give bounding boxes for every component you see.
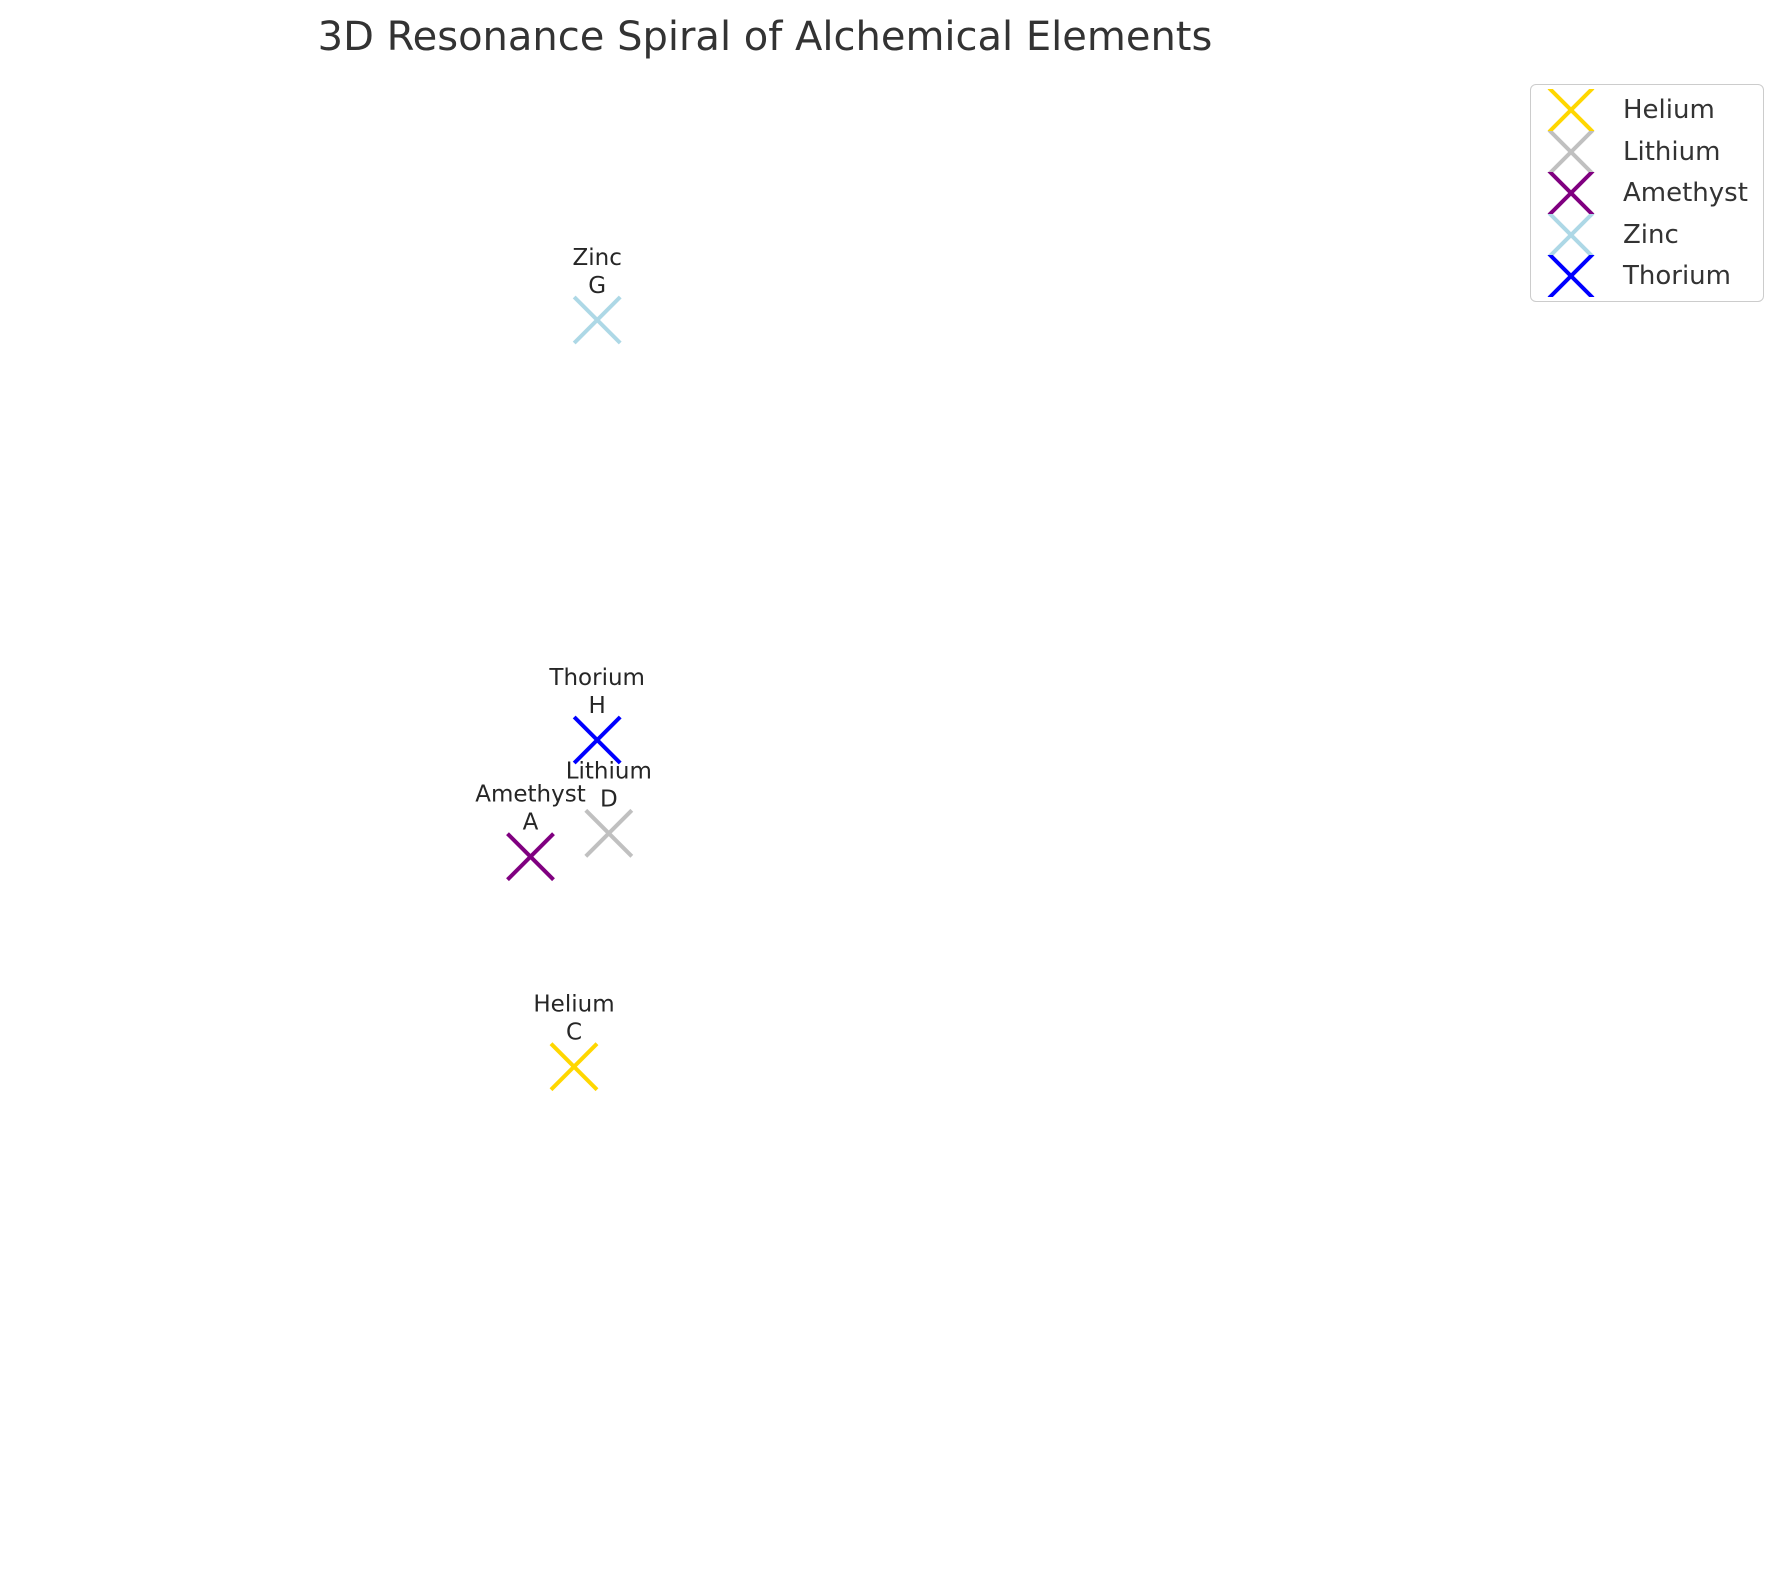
legend-label: Helium [1623, 95, 1715, 125]
chart-title: 3D Resonance Spiral of Alchemical Elemen… [317, 14, 1213, 60]
legend: Helium Lithium Amethyst Zinc Thorium [1530, 84, 1764, 302]
point-id-label: G [588, 273, 606, 299]
legend-item-helium: Helium [1531, 89, 1763, 131]
data-point-amethyst [506, 832, 555, 882]
legend-item-zinc: Zinc [1531, 213, 1763, 256]
legend-item-lithium: Lithium [1531, 130, 1763, 173]
legend-item-amethyst: Amethyst [1531, 172, 1763, 214]
point-series-label: Helium [533, 992, 614, 1018]
legend-marker-icon [1547, 213, 1595, 256]
point-series-label: Thorium [548, 665, 645, 691]
point-series-label: Zinc [573, 245, 622, 271]
point-id-label: C [566, 1020, 582, 1046]
point-id-label: A [523, 810, 539, 836]
data-point-lithium [584, 808, 634, 858]
data-point-helium [549, 1042, 599, 1092]
point-series-label: Lithium [566, 758, 652, 784]
data-point-zinc [572, 295, 622, 345]
point-id-label: H [589, 693, 606, 719]
legend-marker-icon [1547, 89, 1595, 131]
legend-label: Amethyst [1623, 178, 1748, 208]
data-point-thorium [572, 715, 622, 765]
legend-item-thorium: Thorium [1531, 255, 1763, 297]
legend-label: Thorium [1623, 261, 1731, 291]
legend-label: Zinc [1623, 219, 1679, 250]
legend-marker-icon [1547, 255, 1595, 297]
legend-marker-icon [1547, 172, 1595, 214]
point-series-label: Amethyst [475, 782, 586, 808]
legend-marker-icon [1547, 130, 1595, 173]
point-id-label: D [600, 786, 618, 812]
legend-label: Lithium [1623, 136, 1721, 167]
